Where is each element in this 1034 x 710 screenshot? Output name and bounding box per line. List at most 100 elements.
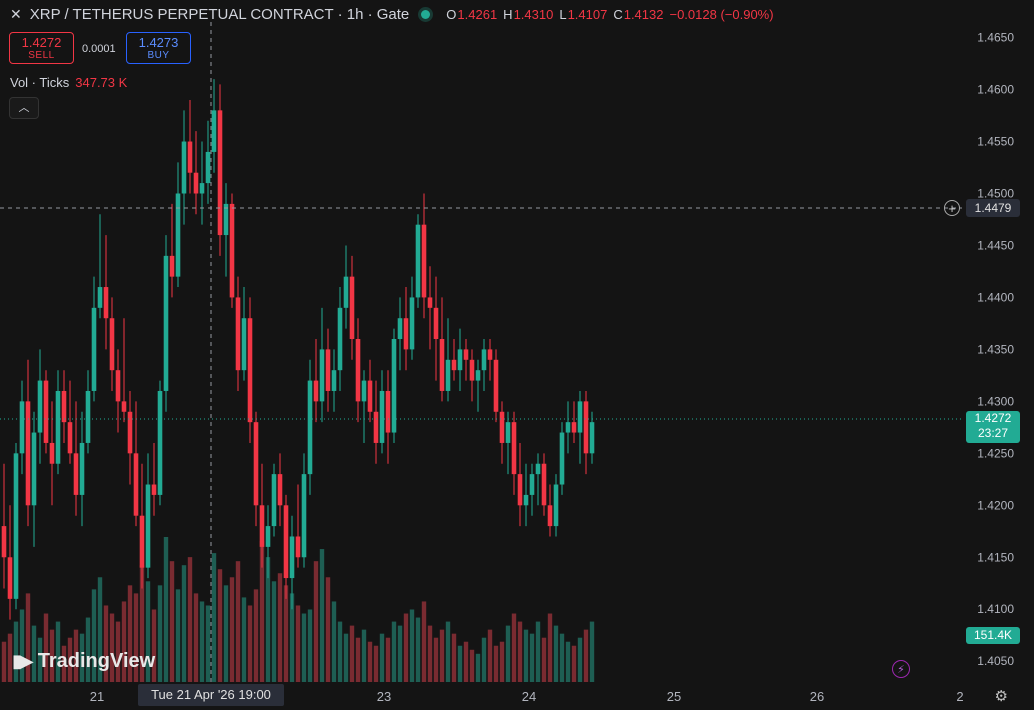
volume-bar (205, 605, 211, 682)
volume-legend-value: 347.73 K (75, 75, 128, 90)
volume-bar (121, 601, 127, 682)
volume-bar (307, 609, 313, 682)
collapse-legend-button[interactable]: ︿ (9, 97, 39, 119)
candle-body (259, 505, 265, 547)
volume-bar (91, 589, 97, 682)
add-price-alert-icon[interactable]: + (944, 200, 960, 216)
market-status-icon (421, 10, 431, 19)
volume-bar (259, 541, 265, 682)
candle-body (559, 432, 565, 485)
volume-bar (445, 621, 451, 682)
volume-bar (433, 637, 439, 682)
candle-body (553, 484, 559, 527)
candle-body (325, 349, 331, 391)
volume-bar (439, 629, 445, 682)
candle-body (289, 536, 295, 579)
candle-body (439, 339, 445, 391)
price-tick-label: 1.4200 (977, 498, 1014, 512)
volume-bar (241, 597, 247, 682)
volume-bar (229, 577, 235, 682)
last-price-value: 1.4272 (974, 411, 1012, 425)
candle-body (427, 297, 433, 308)
candle-body (127, 411, 133, 454)
volume-bar (343, 633, 349, 682)
ohlc-high-key: H (503, 7, 513, 22)
price-tick-label: 1.4550 (977, 135, 1014, 149)
close-icon[interactable]: ✕ (10, 6, 22, 22)
candle-body (265, 526, 271, 547)
candle-body (193, 172, 199, 194)
candle-body (97, 287, 103, 308)
volume-bar (43, 613, 49, 682)
volume-bar (385, 637, 391, 682)
volume-bar (103, 605, 109, 682)
volume-bar (49, 629, 55, 682)
volume-bar (7, 633, 13, 682)
price-tick-label: 1.4250 (977, 446, 1014, 460)
time-tick-label: 21 (90, 689, 104, 704)
volume-bar (283, 585, 289, 682)
candle-body (73, 453, 79, 495)
candle-body (541, 463, 547, 506)
volume-bar (559, 633, 565, 682)
volume-bar (1, 641, 7, 682)
candle-body (355, 339, 361, 402)
volume-bar (451, 633, 457, 682)
lightning-icon[interactable]: ⚡ (892, 660, 910, 678)
candle-body (169, 255, 175, 277)
crosshair-price-tag: 1.4479 (966, 199, 1020, 217)
sell-price: 1.4272 (21, 35, 62, 50)
price-axis: 1.4650 1.4600 1.4550 1.4500 1.4450 1.4400 1.43… (977, 31, 1014, 669)
candle-body (511, 422, 517, 475)
symbol-title[interactable]: XRP / TETHERUS PERPETUAL CONTRACT · 1h ·… (29, 6, 410, 23)
volume-bar (427, 625, 433, 682)
volume-bar (487, 629, 493, 682)
price-change: −0.0128 (−0.90%) (669, 7, 774, 22)
volume-value-tag: 151.4K (966, 627, 1020, 644)
volume-bar (151, 609, 157, 682)
buy-button[interactable]: 1.4273 BUY (126, 32, 191, 64)
volume-bar (409, 609, 415, 682)
volume-bar (547, 613, 553, 682)
candle-body (409, 297, 415, 350)
candle-body (115, 370, 121, 402)
volume-bar (139, 565, 145, 682)
volume-bar (415, 617, 421, 682)
volume-bar (517, 621, 523, 682)
volume-bar (181, 565, 187, 682)
volume-bar (337, 621, 343, 682)
ohlc-close-value: 1.4132 (623, 7, 664, 22)
volume-bar (319, 549, 325, 682)
candle-body (217, 110, 223, 236)
volume-bar (193, 593, 199, 682)
volume-legend[interactable]: Vol · Ticks 347.73 K (10, 75, 127, 90)
price-tick-label: 1.4600 (977, 83, 1014, 97)
candle-body (385, 390, 391, 433)
tradingview-logo[interactable]: ▮▶ TradingView (12, 650, 155, 673)
candle-body (145, 484, 151, 568)
price-tick-label: 1.4050 (977, 654, 1014, 668)
volume-bar (55, 621, 61, 682)
tradingview-logo-icon: ▮▶ (12, 651, 34, 671)
candle-body (121, 401, 127, 412)
volume-bar (175, 589, 181, 682)
candle-body (301, 474, 307, 558)
candle-body (445, 359, 451, 391)
volume-bar (493, 645, 499, 682)
candle-body (451, 359, 457, 371)
candle-body (571, 422, 577, 433)
volume-bar (253, 589, 259, 682)
candle-body (535, 463, 541, 475)
spread-value: 0.0001 (82, 43, 116, 55)
candle-body (205, 151, 211, 184)
volume-bar (583, 629, 589, 682)
candle-body (85, 390, 91, 443)
settings-gear-icon[interactable]: ⚙ (994, 688, 1008, 705)
volume-bar (79, 633, 85, 682)
sell-button[interactable]: 1.4272 SELL (9, 32, 74, 64)
buy-label: BUY (147, 50, 170, 61)
crosshair-time-tag: Tue 21 Apr '26 19:00 (138, 684, 284, 706)
candle-body (415, 224, 421, 298)
buy-price: 1.4273 (138, 35, 179, 50)
